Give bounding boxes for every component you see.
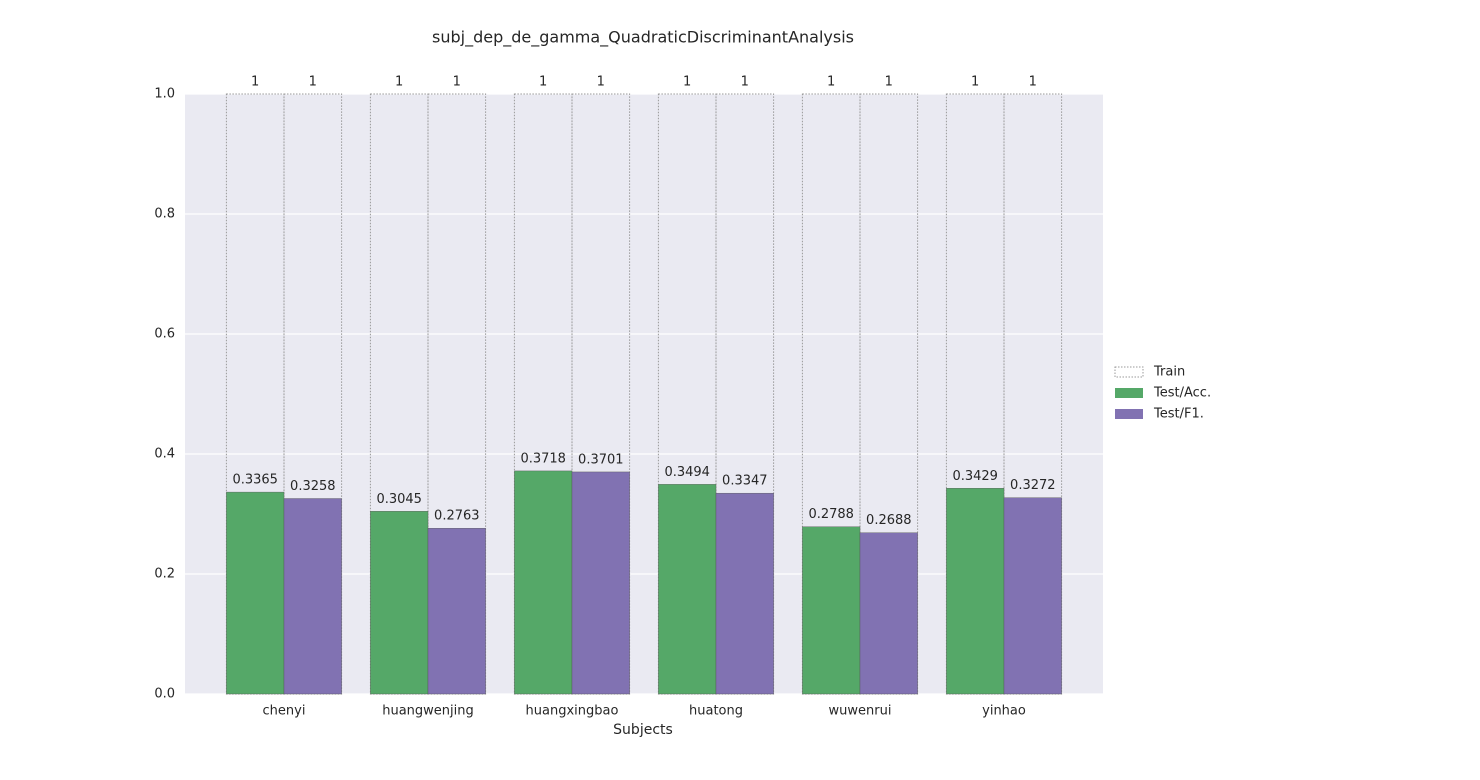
bar (571, 93, 631, 695)
y-tick-label: 1.0 (154, 87, 175, 102)
value-label: 1 (971, 75, 979, 90)
value-label: 1 (453, 75, 461, 90)
value-label: 0.2788 (808, 507, 854, 522)
legend-label: Test/F1. (1153, 407, 1204, 422)
x-tick-label: huatong (689, 704, 743, 719)
bar (859, 532, 918, 695)
value-label: 1 (309, 75, 317, 90)
bar (283, 93, 343, 695)
bar (283, 498, 342, 695)
value-label: 0.3429 (952, 469, 998, 484)
bar (1003, 93, 1063, 695)
y-tick-label: 0.0 (154, 687, 175, 702)
value-label: 1 (1029, 75, 1037, 90)
bar (427, 93, 487, 695)
legend-swatch (1115, 388, 1143, 398)
value-label: 0.3347 (722, 474, 768, 489)
y-tick-label: 0.4 (154, 447, 175, 462)
bar (859, 93, 919, 695)
value-label: 0.3701 (578, 452, 624, 467)
value-label: 1 (741, 75, 749, 90)
x-tick-label: yinhao (982, 704, 1026, 719)
value-label: 1 (683, 75, 691, 90)
value-label: 1 (539, 75, 547, 90)
chart-title: subj_dep_de_gamma_QuadraticDiscriminantA… (432, 28, 854, 48)
legend-label: Train (1153, 365, 1185, 380)
value-label: 0.3045 (376, 492, 422, 507)
x-tick-label: chenyi (263, 704, 306, 719)
bar (226, 491, 285, 695)
bar (571, 471, 630, 695)
bar (658, 484, 717, 695)
value-label: 0.3258 (290, 479, 336, 494)
value-label: 1 (597, 75, 605, 90)
legend-swatch (1114, 366, 1144, 378)
legend-swatch (1115, 409, 1143, 419)
marks (225, 93, 1063, 695)
value-label: 0.2688 (866, 513, 912, 528)
bar (1003, 497, 1062, 695)
value-label: 0.2763 (434, 509, 480, 524)
value-label: 1 (251, 75, 259, 90)
y-tick-label: 0.6 (154, 327, 175, 342)
value-label: 0.3365 (232, 473, 278, 488)
y-tick-label: 0.2 (154, 567, 175, 582)
x-tick-label: huangxingbao (526, 704, 619, 719)
legend-label: Test/Acc. (1153, 386, 1211, 401)
x-axis-label: Subjects (613, 722, 673, 738)
bar (715, 93, 775, 695)
bar (946, 488, 1005, 695)
value-label: 1 (827, 75, 835, 90)
x-tick-label: wuwenrui (829, 704, 892, 719)
value-label: 1 (885, 75, 893, 90)
y-tick-label: 0.8 (154, 207, 175, 222)
bar (802, 526, 861, 695)
bar (715, 492, 774, 695)
value-label: 1 (395, 75, 403, 90)
bar (370, 511, 429, 695)
value-label: 0.3272 (1010, 478, 1056, 493)
bar (514, 470, 573, 695)
value-label: 0.3718 (520, 451, 566, 466)
bar (427, 528, 486, 695)
value-label: 0.3494 (664, 465, 710, 480)
x-tick-label: huangwenjing (382, 704, 474, 719)
